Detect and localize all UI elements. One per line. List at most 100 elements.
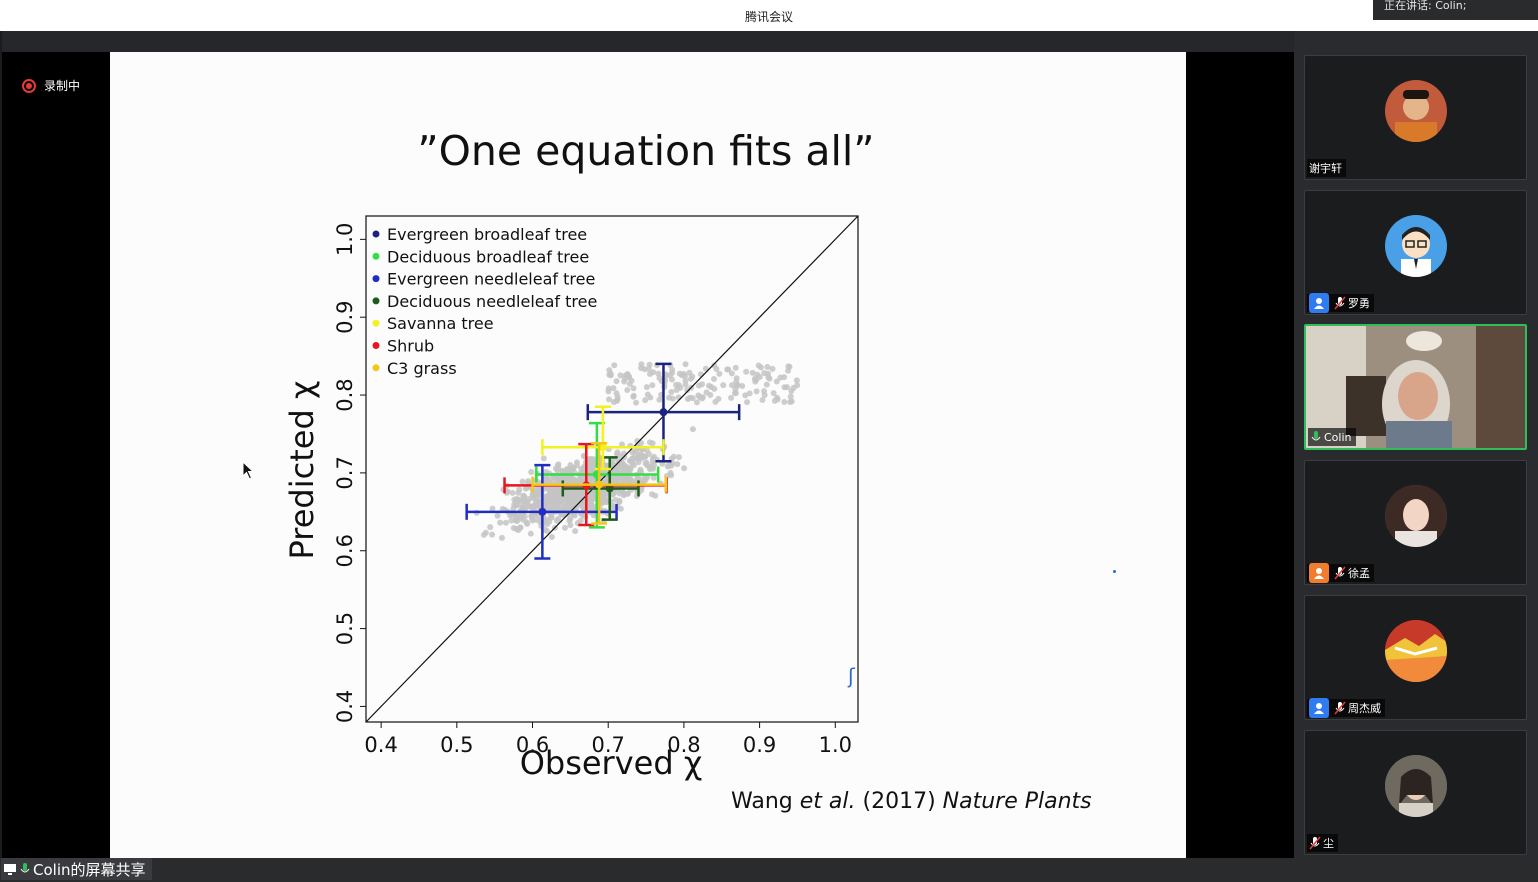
background-point <box>548 534 555 541</box>
background-point <box>575 489 582 496</box>
background-point <box>494 512 501 519</box>
background-point <box>613 378 620 385</box>
y-tick-label: 0.9 <box>333 300 357 333</box>
background-point <box>650 474 657 481</box>
background-point <box>605 385 612 392</box>
background-point <box>514 502 521 509</box>
y-axis-label: Predicted χ <box>283 381 321 560</box>
bottom-bar <box>0 858 1538 882</box>
background-point <box>555 461 562 468</box>
background-point <box>510 524 517 531</box>
background-point <box>611 362 618 369</box>
background-point <box>551 505 558 512</box>
screen-share-label[interactable]: Colin的屏幕共享 <box>1 858 152 880</box>
background-point <box>687 375 694 382</box>
background-point <box>630 392 637 399</box>
y-tick-label: 0.7 <box>333 456 357 489</box>
background-point <box>749 369 756 376</box>
background-point <box>728 370 735 377</box>
background-point <box>624 387 631 394</box>
background-point <box>677 384 684 391</box>
background-point <box>785 363 792 370</box>
background-point <box>502 519 509 526</box>
participant-tile[interactable]: 谢宇轩 <box>1304 55 1527 180</box>
participant-name-tag: 谢宇轩 <box>1307 159 1346 177</box>
x-axis-ticks: 0.4 0.5 0.6 0.7 0.8 0.9 1.0 <box>364 722 852 757</box>
screen-share-icon <box>4 864 16 875</box>
participant-tile[interactable]: 周杰威 <box>1304 595 1527 720</box>
background-point <box>527 503 534 510</box>
background-point <box>519 504 526 511</box>
background-point <box>633 447 640 454</box>
participant-tile[interactable]: 罗勇 <box>1304 190 1527 315</box>
video-feed <box>1306 326 1525 448</box>
background-point <box>643 459 650 466</box>
background-point <box>689 426 696 433</box>
one-to-one-line <box>365 215 859 723</box>
background-point <box>617 372 624 379</box>
background-point <box>781 374 788 381</box>
background-point <box>697 371 704 378</box>
background-point <box>568 465 575 472</box>
series-marker <box>465 463 618 560</box>
participant-name-tag: 罗勇 <box>1307 293 1374 313</box>
speaking-indicator: 正在讲话: Colin; <box>1373 0 1538 20</box>
series-marker <box>586 362 741 463</box>
participant-tile[interactable]: 尘 <box>1304 730 1527 855</box>
series-marker <box>541 405 665 471</box>
x-tick-label: 0.7 <box>592 733 625 757</box>
background-point <box>511 496 518 503</box>
scatter-chart: 0.4 0.5 0.6 0.7 0.8 0.9 1.0 0.4 0.5 0.6 0.7 0.8 0.9… <box>283 215 859 782</box>
participant-tile-active[interactable]: Colin <box>1304 324 1527 450</box>
legend-marker <box>372 342 380 349</box>
background-points <box>473 361 801 541</box>
background-point <box>707 391 714 398</box>
x-tick-label: 0.4 <box>364 733 397 757</box>
background-point <box>656 396 663 403</box>
y-axis-ticks: 0.4 0.5 0.6 0.7 0.8 0.9 1.0 <box>333 223 366 723</box>
background-point <box>572 495 579 502</box>
background-point <box>656 375 663 382</box>
background-point <box>580 504 587 511</box>
background-point <box>561 504 568 511</box>
background-point <box>693 399 700 406</box>
x-tick-label: 0.8 <box>667 733 700 757</box>
mic-on-icon <box>20 863 30 873</box>
background-point <box>773 378 780 385</box>
background-point <box>755 362 762 369</box>
mouse-cursor-icon <box>242 461 255 480</box>
background-point <box>675 454 682 461</box>
background-point <box>560 496 567 503</box>
background-point <box>638 361 645 368</box>
legend-marker <box>372 275 380 283</box>
background-point <box>763 381 770 388</box>
background-point <box>508 517 515 524</box>
background-point <box>733 375 740 382</box>
user-icon <box>1309 698 1329 718</box>
background-point <box>746 390 753 397</box>
background-point <box>563 466 570 473</box>
data-point <box>659 408 668 417</box>
legend-label: Evergreen needleleaf tree <box>387 270 595 289</box>
screen-share-text: Colin的屏幕共享 <box>33 860 146 879</box>
background-point <box>601 498 608 505</box>
presentation-slide: ”One equation fits all” 0.4 0.5 0.6 0.7 0.8 0… <box>110 52 1186 859</box>
background-point <box>720 382 727 389</box>
background-point <box>572 477 579 484</box>
background-point <box>642 397 649 404</box>
recording-indicator[interactable]: 录制中 <box>22 77 80 94</box>
participant-tile[interactable]: 徐孟 <box>1304 460 1527 585</box>
background-point <box>517 514 524 521</box>
background-point <box>732 364 739 371</box>
y-tick-label: 0.4 <box>333 690 357 723</box>
background-point <box>649 382 656 389</box>
background-point <box>729 382 736 389</box>
legend-marker <box>372 230 380 238</box>
x-tick-label: 0.5 <box>440 733 473 757</box>
y-tick-label: 0.6 <box>333 534 357 567</box>
background-point <box>489 505 496 512</box>
background-point <box>642 453 649 460</box>
background-point <box>618 441 625 448</box>
background-point <box>678 372 685 379</box>
background-point <box>787 393 794 400</box>
